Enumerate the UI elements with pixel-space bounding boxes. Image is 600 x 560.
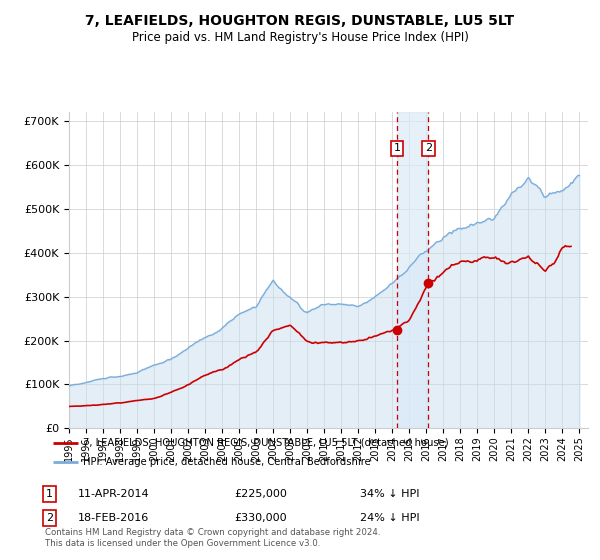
Text: Price paid vs. HM Land Registry's House Price Index (HPI): Price paid vs. HM Land Registry's House … xyxy=(131,31,469,44)
Text: 7, LEAFIELDS, HOUGHTON REGIS, DUNSTABLE, LU5 5LT: 7, LEAFIELDS, HOUGHTON REGIS, DUNSTABLE,… xyxy=(85,14,515,28)
Text: 11-APR-2014: 11-APR-2014 xyxy=(78,489,149,499)
Text: 2: 2 xyxy=(425,143,432,153)
Text: £225,000: £225,000 xyxy=(234,489,287,499)
Text: 24% ↓ HPI: 24% ↓ HPI xyxy=(360,513,419,523)
Text: 18-FEB-2016: 18-FEB-2016 xyxy=(78,513,149,523)
Text: Contains HM Land Registry data © Crown copyright and database right 2024.
This d: Contains HM Land Registry data © Crown c… xyxy=(45,528,380,548)
Text: 1: 1 xyxy=(394,143,401,153)
Text: 2: 2 xyxy=(46,513,53,523)
Text: £330,000: £330,000 xyxy=(234,513,287,523)
Text: 7, LEAFIELDS, HOUGHTON REGIS, DUNSTABLE, LU5 5LT (detached house): 7, LEAFIELDS, HOUGHTON REGIS, DUNSTABLE,… xyxy=(83,437,449,447)
Text: HPI: Average price, detached house, Central Bedfordshire: HPI: Average price, detached house, Cent… xyxy=(83,458,371,468)
Text: 34% ↓ HPI: 34% ↓ HPI xyxy=(360,489,419,499)
Bar xyxy=(397,112,428,428)
Text: 1: 1 xyxy=(46,489,53,499)
